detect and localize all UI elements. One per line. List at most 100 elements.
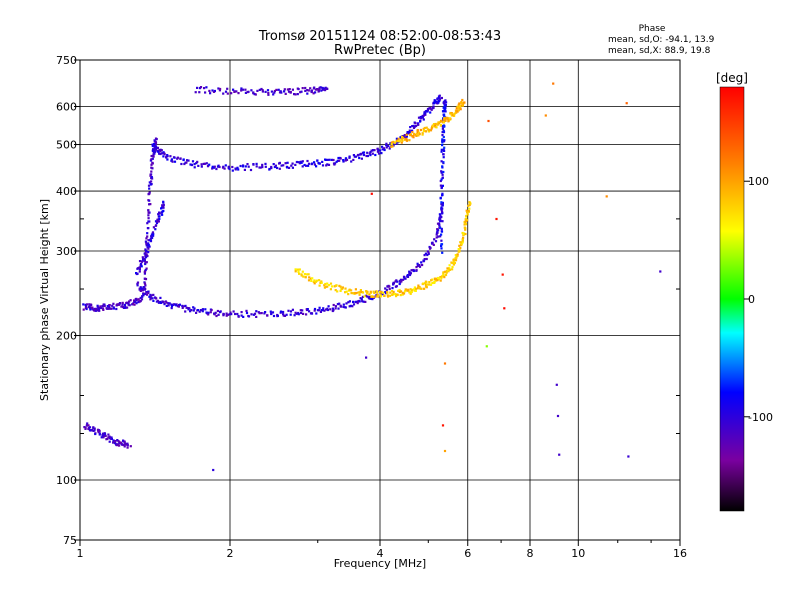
echo-point xyxy=(284,162,287,165)
echo-point xyxy=(334,305,337,308)
y-tick-label: 300 xyxy=(56,245,77,258)
echo-point xyxy=(329,288,332,291)
echo-point xyxy=(359,290,362,294)
echo-point xyxy=(103,434,106,437)
echo-point xyxy=(151,177,154,180)
colorbar-tick-label: 100 xyxy=(748,175,769,188)
echo-point xyxy=(147,251,150,254)
echo-point xyxy=(299,309,302,312)
echo-point xyxy=(358,292,361,295)
echo-point xyxy=(158,211,161,214)
echo-point xyxy=(151,297,154,300)
echo-point xyxy=(90,306,94,309)
echo-point xyxy=(461,98,464,102)
echo-point xyxy=(99,305,102,308)
echo-point xyxy=(94,309,98,312)
echo-point xyxy=(250,313,253,316)
echo-point xyxy=(438,97,441,100)
y-tick-label: 750 xyxy=(56,54,77,67)
echo-point xyxy=(408,139,411,142)
echo-point xyxy=(412,288,415,291)
echo-point xyxy=(442,135,445,139)
echo-point xyxy=(342,305,345,308)
echo-point xyxy=(150,176,153,179)
echo-point xyxy=(190,309,193,312)
echo-point xyxy=(416,130,419,134)
echo-point xyxy=(297,88,300,91)
echo-point xyxy=(412,126,416,129)
echo-point xyxy=(414,122,417,125)
echo-point xyxy=(104,434,107,437)
echo-point xyxy=(139,296,142,299)
echo-point xyxy=(295,312,298,315)
echo-point xyxy=(401,139,404,142)
echo-point xyxy=(148,295,151,298)
echo-point xyxy=(440,119,443,122)
echo-point xyxy=(445,101,448,104)
echo-point xyxy=(369,151,372,154)
echo-point xyxy=(224,164,227,167)
echo-point xyxy=(375,295,378,298)
echo-point xyxy=(369,154,372,157)
echo-point xyxy=(334,289,337,292)
echo-point xyxy=(432,106,435,109)
echo-point xyxy=(503,307,506,310)
echo-point xyxy=(175,304,178,307)
echo-point xyxy=(438,98,442,101)
echo-point xyxy=(243,168,246,171)
echo-point xyxy=(431,281,434,285)
echo-point xyxy=(228,167,231,171)
echo-point xyxy=(365,154,368,158)
echo-point xyxy=(245,311,249,315)
echo-point xyxy=(358,300,361,303)
echo-point xyxy=(88,305,91,308)
echo-point xyxy=(443,362,447,365)
echo-point xyxy=(209,311,212,314)
echo-point xyxy=(107,436,110,439)
echo-point xyxy=(297,270,300,273)
echo-point xyxy=(156,220,159,223)
echo-point xyxy=(338,159,341,162)
echo-point xyxy=(450,112,453,115)
echo-point xyxy=(106,437,109,440)
echo-point xyxy=(442,170,445,174)
echo-point xyxy=(440,203,443,206)
echo-point xyxy=(396,280,399,283)
echo-point xyxy=(441,125,444,128)
echo-point xyxy=(295,160,298,164)
colorbar-label: [deg] xyxy=(716,71,748,85)
echo-point xyxy=(144,270,147,273)
echo-point xyxy=(455,107,458,110)
echo-point xyxy=(467,210,470,213)
echo-point xyxy=(419,115,422,119)
echo-point xyxy=(150,166,153,169)
echo-point xyxy=(112,439,115,442)
echo-point xyxy=(439,235,442,238)
echo-point xyxy=(395,137,398,140)
echo-point xyxy=(272,163,275,166)
echo-point xyxy=(172,303,176,306)
echo-point xyxy=(432,105,435,108)
echo-point xyxy=(544,114,547,117)
echo-point xyxy=(440,96,443,100)
echo-point xyxy=(218,165,221,169)
echo-point xyxy=(414,289,417,292)
echo-point xyxy=(261,89,264,92)
echo-point xyxy=(376,150,379,153)
echo-point xyxy=(405,137,408,140)
echo-point xyxy=(210,308,213,312)
echo-point xyxy=(448,117,451,120)
echo-point xyxy=(279,310,283,313)
echo-point xyxy=(170,307,173,310)
echo-point xyxy=(154,220,158,223)
echo-point xyxy=(352,158,355,161)
echo-point xyxy=(126,444,129,447)
echo-point xyxy=(306,308,309,311)
echo-point xyxy=(322,307,325,310)
echo-point xyxy=(154,142,157,145)
echo-point xyxy=(231,165,234,169)
echo-point xyxy=(185,161,188,164)
echo-point xyxy=(89,308,92,311)
echo-point xyxy=(133,303,136,306)
echo-point xyxy=(186,159,189,162)
